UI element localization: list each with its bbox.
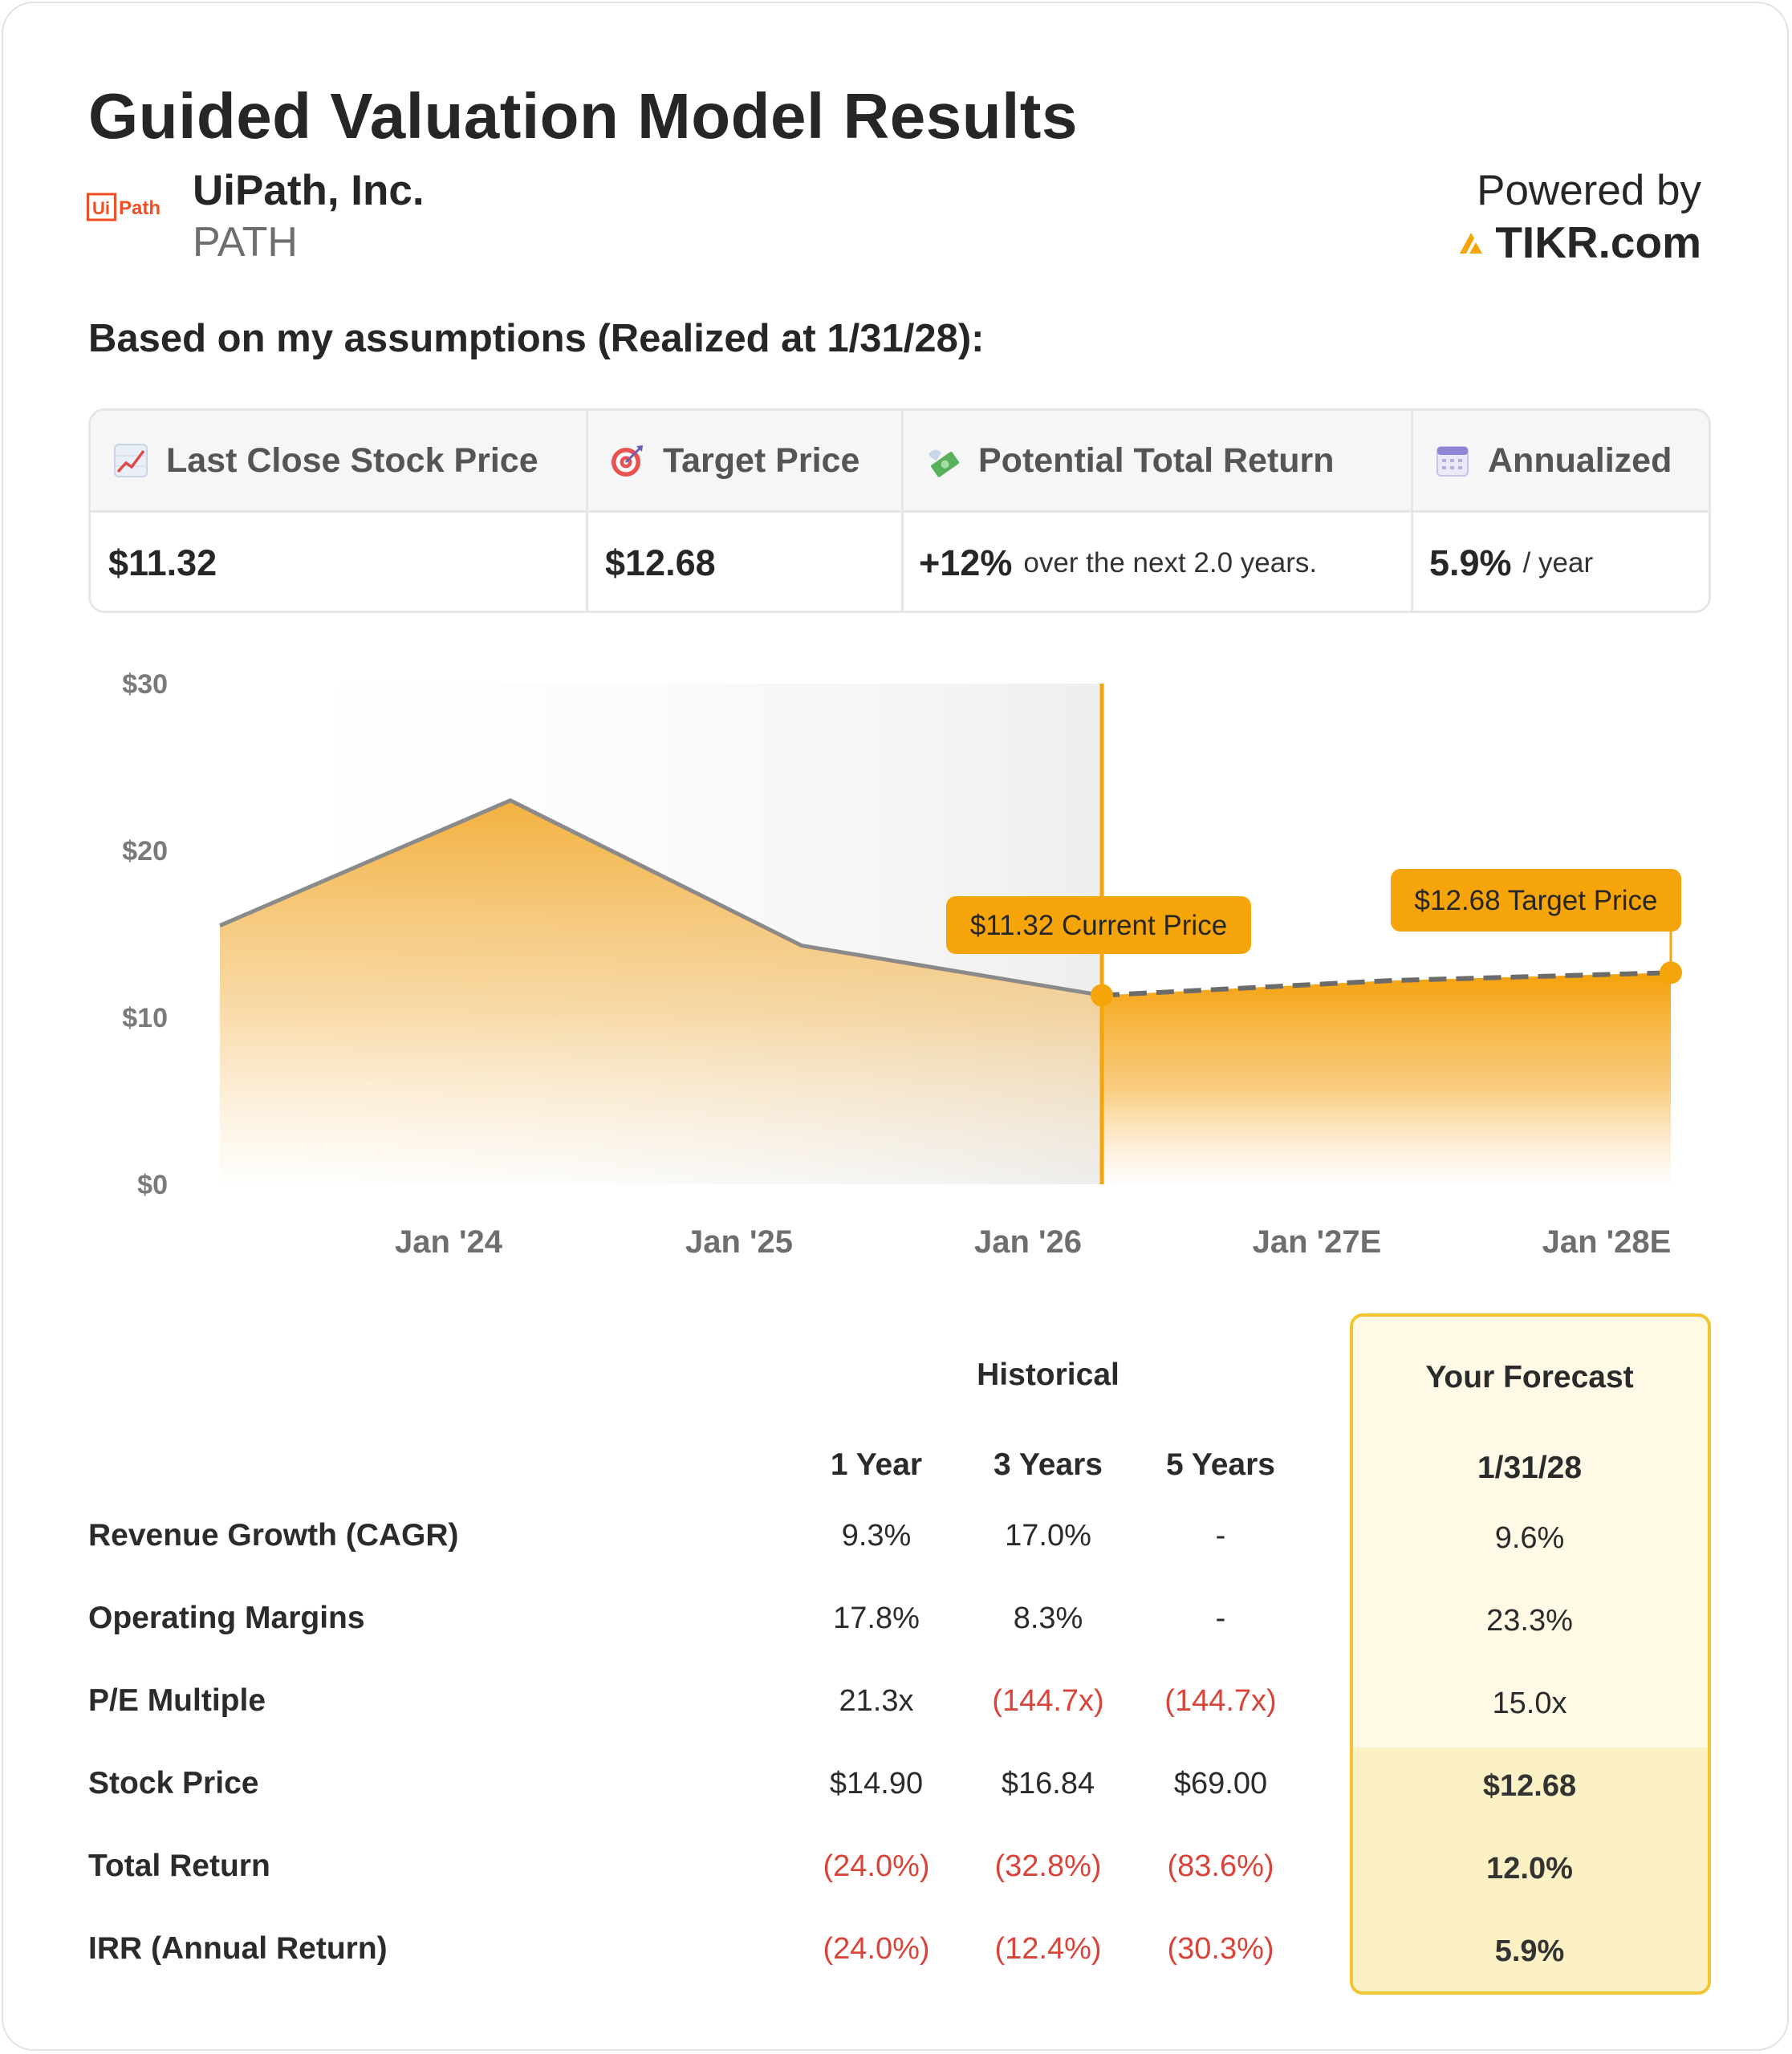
table-cell: 21.3x xyxy=(839,1684,914,1718)
historical-price-line xyxy=(219,798,1103,998)
total-return-label: Potential Total Return xyxy=(978,440,1335,480)
calendar-icon xyxy=(1436,446,1469,477)
money-with-wings-icon xyxy=(929,449,960,477)
historical-area xyxy=(220,800,1102,1184)
y-tick-label: $20 xyxy=(122,836,168,867)
tikr-brand-text: TIKR.com xyxy=(1495,217,1701,267)
row-label: Stock Price xyxy=(88,1766,259,1800)
current-price-label: $11.32 Current Price xyxy=(946,896,1251,996)
current-price-marker xyxy=(1091,984,1113,1007)
target-value: $12.68 xyxy=(605,542,716,583)
table-cell: (24.0%) xyxy=(823,1849,930,1883)
table-cell: (144.7x) xyxy=(992,1684,1104,1718)
ticker-symbol: PATH xyxy=(193,219,298,266)
col-1-year: 1 Year xyxy=(830,1447,923,1482)
annualized-label: Annualized xyxy=(1488,440,1672,480)
forecast-header: Your Forecast xyxy=(1425,1360,1634,1394)
target-price-marker xyxy=(1660,961,1682,984)
target-price-label: $12.68 Target Price xyxy=(1391,869,1681,973)
target-label: Target Price xyxy=(663,440,860,480)
forecast-cell: $12.68 xyxy=(1482,1769,1577,1803)
table-cell: 17.0% xyxy=(1005,1519,1091,1553)
x-tick-label: Jan '28E xyxy=(1542,1224,1672,1260)
table-cell: (12.4%) xyxy=(994,1932,1102,1966)
y-tick-label: $0 xyxy=(137,1170,168,1200)
forecast-column-box xyxy=(1350,1313,1711,1995)
table-cell: $14.90 xyxy=(829,1767,924,1800)
tikr-brand[interactable]: TIKR.com xyxy=(1457,217,1701,268)
chart-increasing-icon xyxy=(114,444,148,477)
y-tick-label: $10 xyxy=(122,1003,168,1033)
svg-text:Path: Path xyxy=(119,197,161,219)
last-close-cell: $11.32 xyxy=(108,513,582,611)
total-return-header: Potential Total Return xyxy=(925,411,1407,510)
assumptions-heading: Based on my assumptions (Realized at 1/3… xyxy=(88,317,985,360)
target-icon xyxy=(612,445,643,477)
row-label: IRR (Annual Return) xyxy=(88,1931,388,1966)
table-cell: $69.00 xyxy=(1173,1767,1268,1800)
uipath-logo: Ui Path xyxy=(87,193,161,221)
table-cell: 8.3% xyxy=(1013,1601,1083,1635)
x-tick-label: Jan '24 xyxy=(395,1224,503,1260)
forecast-cell: 12.0% xyxy=(1486,1852,1573,1886)
col-forecast-date: 1/31/28 xyxy=(1477,1451,1583,1485)
table-cell: (30.3%) xyxy=(1167,1932,1274,1966)
forecast-area xyxy=(1102,972,1671,1184)
total-return-suffix: over the next 2.0 years. xyxy=(1023,546,1318,578)
col-3-years: 3 Years xyxy=(994,1447,1103,1482)
target-header: Target Price xyxy=(610,411,899,510)
table-cell: (24.0%) xyxy=(823,1932,930,1966)
forecast-highlight xyxy=(1353,1748,1708,1991)
table-cell: 9.3% xyxy=(841,1519,912,1553)
total-return-cell: +12% over the next 2.0 years. xyxy=(919,513,1408,611)
forecast-cell: 9.6% xyxy=(1494,1521,1565,1555)
annualized-cell: 5.9% / year xyxy=(1429,513,1709,611)
x-tick-label: Jan '25 xyxy=(685,1224,793,1260)
table-cell: 17.8% xyxy=(833,1601,920,1635)
svg-text:Ui: Ui xyxy=(92,198,110,218)
forecast-cell: 5.9% xyxy=(1494,1934,1565,1968)
divider xyxy=(901,411,904,611)
company-name: UiPath, Inc. xyxy=(193,167,425,214)
annualized-header: Annualized xyxy=(1435,411,1708,510)
target-price-label-text: $12.68 Target Price xyxy=(1415,885,1658,916)
forecast-cell: 15.0x xyxy=(1492,1687,1567,1720)
table-cell: (83.6%) xyxy=(1167,1849,1274,1883)
powered-by-label: Powered by xyxy=(1477,167,1701,214)
divider xyxy=(1411,411,1413,611)
divider xyxy=(586,411,588,611)
total-return-value: +12% xyxy=(919,542,1013,583)
metrics-table: Historical Your Forecast 1 Year 3 Years … xyxy=(3,1303,1792,2025)
row-label: P/E Multiple xyxy=(88,1683,266,1718)
summary-table: Last Close Stock Price Target Price P xyxy=(88,408,1711,613)
table-cell: (32.8%) xyxy=(994,1849,1102,1883)
col-5-years: 5 Years xyxy=(1166,1447,1275,1482)
table-cell: - xyxy=(1215,1519,1226,1553)
forecast-price-line xyxy=(1101,970,1672,998)
page-title: Guided Valuation Model Results xyxy=(88,80,1078,152)
tikr-logo-icon xyxy=(1460,233,1483,254)
forecast-cell: 23.3% xyxy=(1486,1604,1573,1638)
price-chart: $30 $20 $10 $0 Jan '24 Jan '25 Jan '26 Jan '27… xyxy=(122,669,1682,1260)
row-label: Operating Margins xyxy=(88,1601,365,1635)
current-price-label-text: $11.32 Current Price xyxy=(970,910,1227,941)
x-tick-label: Jan '27E xyxy=(1253,1224,1382,1260)
row-label: Revenue Growth (CAGR) xyxy=(88,1518,459,1553)
x-tick-label: Jan '26 xyxy=(974,1224,1082,1260)
table-cell: (144.7x) xyxy=(1164,1684,1277,1718)
target-cell: $12.68 xyxy=(605,513,894,611)
table-cell: - xyxy=(1215,1601,1226,1635)
last-close-label: Last Close Stock Price xyxy=(166,440,538,480)
row-label: Total Return xyxy=(88,1849,270,1883)
annualized-suffix: / year xyxy=(1522,546,1594,578)
last-close-value: $11.32 xyxy=(108,542,217,583)
table-cell: $16.84 xyxy=(1001,1767,1095,1800)
y-tick-label: $30 xyxy=(122,669,168,700)
last-close-header: Last Close Stock Price xyxy=(113,411,587,510)
annualized-value: 5.9% xyxy=(1429,542,1512,583)
historical-header: Historical xyxy=(977,1358,1119,1392)
